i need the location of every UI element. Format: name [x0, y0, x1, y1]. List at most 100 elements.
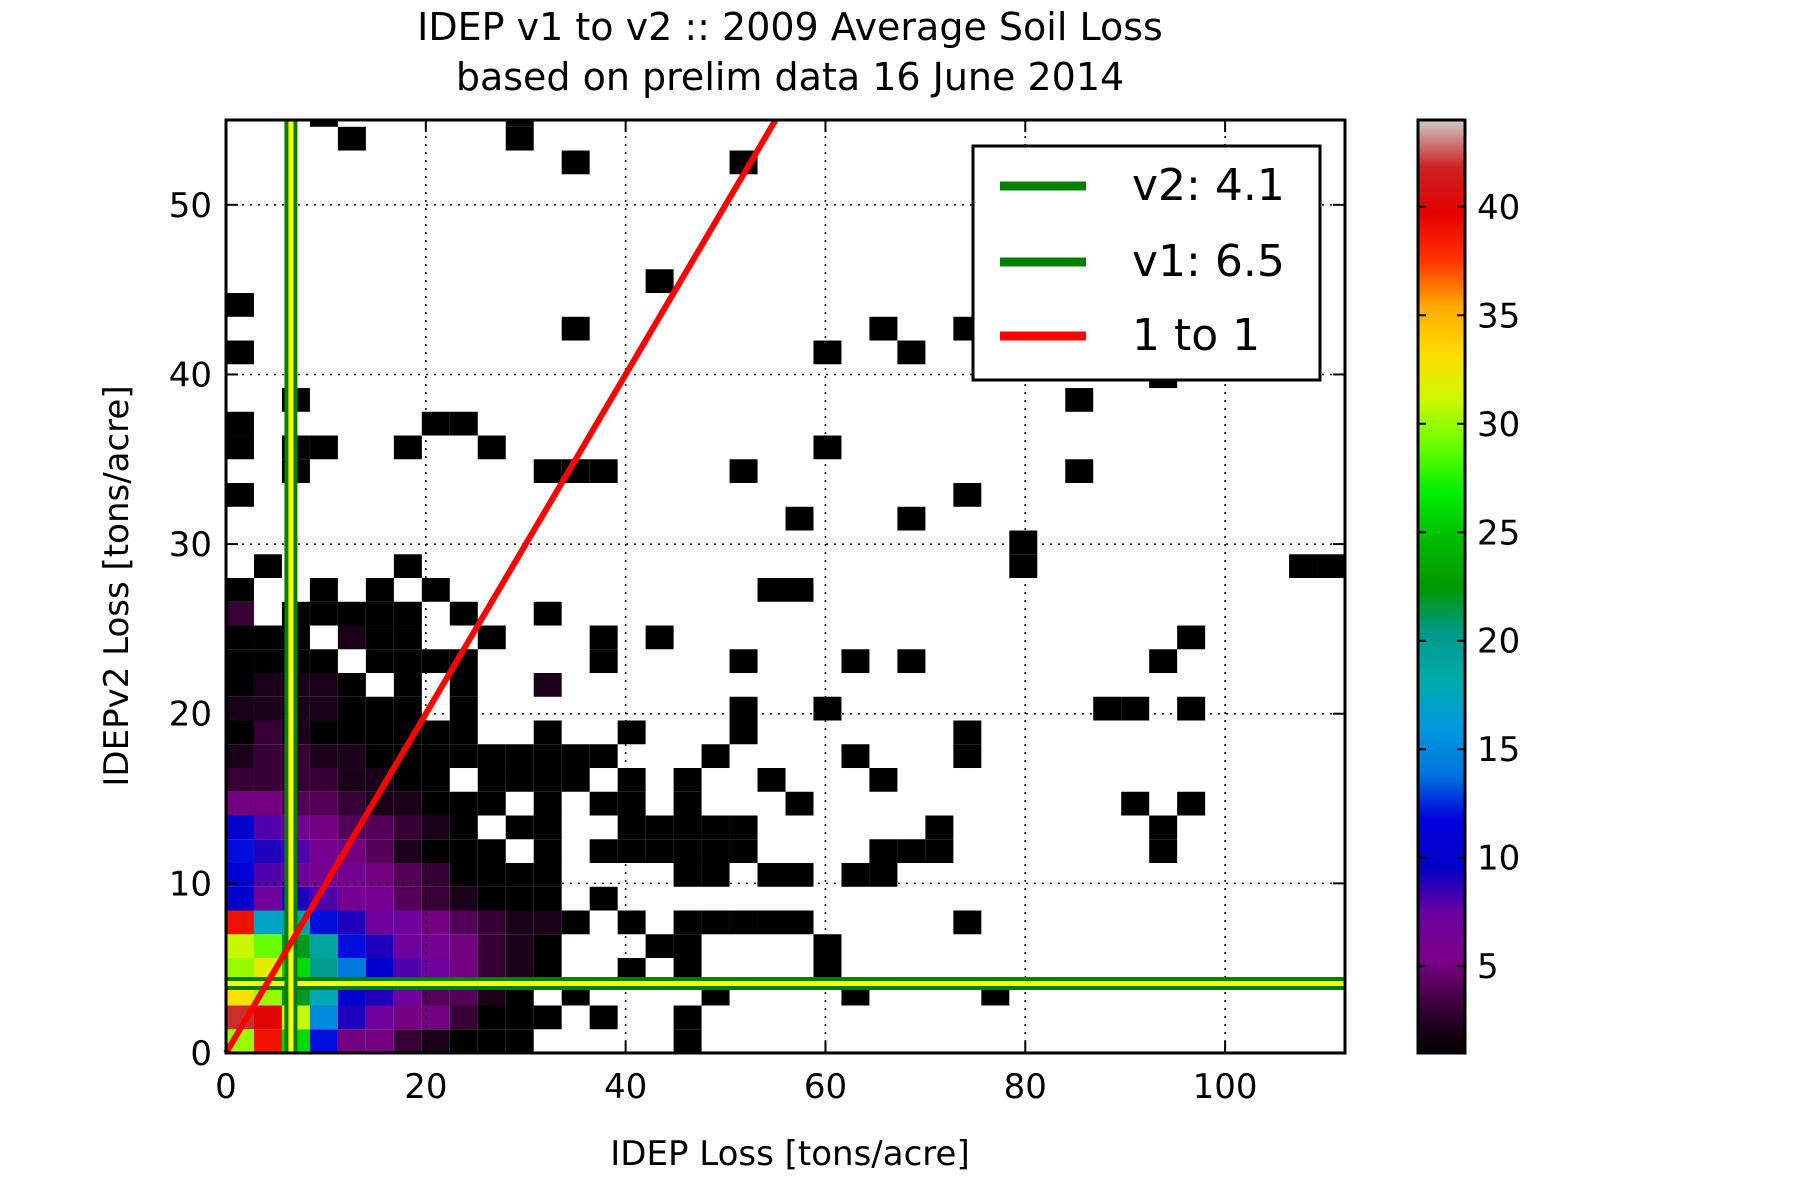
heatmap-cell — [337, 863, 366, 887]
heatmap-cell — [253, 720, 282, 745]
heatmap-cell — [449, 886, 478, 911]
heatmap-cell — [813, 340, 842, 365]
heatmap-cell — [226, 1005, 254, 1030]
heatmap-cell — [393, 863, 422, 887]
heatmap-cell — [226, 768, 254, 792]
heatmap-cell — [533, 863, 562, 887]
heatmap-cell — [337, 696, 366, 721]
heatmap-cell — [226, 720, 254, 745]
heatmap-cell — [253, 791, 282, 816]
heatmap-cell — [421, 863, 450, 887]
heatmap-cell — [673, 910, 702, 935]
heatmap-cell — [1177, 791, 1206, 816]
heatmap-cell — [365, 625, 394, 650]
heatmap-cell — [673, 791, 702, 816]
heatmap-cell — [645, 839, 674, 864]
heatmap-cell — [226, 886, 254, 911]
y-tick-label: 0 — [190, 1034, 212, 1074]
y-tick-label: 50 — [169, 186, 212, 226]
heatmap-cell — [561, 316, 590, 341]
heatmap-cell — [645, 625, 674, 650]
heatmap-cell — [673, 934, 702, 958]
x-tick-label: 60 — [804, 1067, 847, 1107]
heatmap-cell — [785, 910, 814, 935]
heatmap-cell — [505, 126, 534, 151]
heatmap-cell — [1121, 696, 1150, 721]
heatmap-cell — [365, 1029, 394, 1053]
x-tick-label: 80 — [1004, 1067, 1047, 1107]
heatmap-cell — [253, 958, 282, 982]
heatmap-cell — [953, 720, 982, 745]
heatmap-cell — [533, 815, 562, 840]
heatmap-cell — [393, 720, 422, 745]
heatmap-cell — [729, 459, 758, 484]
heatmap-cell — [561, 768, 590, 792]
heatmap-cell — [421, 886, 450, 911]
heatmap-cell — [393, 958, 422, 982]
heatmap-cell — [505, 768, 534, 792]
heatmap-cell — [421, 649, 450, 674]
heatmap-cell — [309, 601, 338, 626]
heatmap-cell — [365, 768, 394, 792]
heatmap-cell — [421, 1005, 450, 1030]
heatmap-cell — [253, 910, 282, 935]
heatmap-cell — [393, 934, 422, 958]
heatmap-cell — [337, 886, 366, 911]
heatmap-cell — [953, 744, 982, 769]
heatmap-cell — [701, 863, 730, 887]
heatmap-cell — [701, 910, 730, 935]
chart-subtitle: based on prelim data 16 June 2014 — [456, 55, 1124, 99]
heatmap-cell — [477, 625, 506, 650]
heatmap-cell — [365, 578, 394, 602]
heatmap-cell — [253, 554, 282, 579]
heatmap-cell — [477, 934, 506, 958]
heatmap-cell — [617, 910, 646, 935]
heatmap-cell — [589, 1005, 618, 1030]
reference-lines — [223, 118, 1345, 1055]
heatmap-cell — [253, 696, 282, 721]
heatmap-cell — [589, 744, 618, 769]
heatmap-cell — [645, 815, 674, 840]
heatmap-cell — [309, 934, 338, 958]
chart-title: IDEP v1 to v2 :: 2009 Average Soil Loss — [417, 5, 1163, 49]
heatmap-cell — [925, 839, 954, 864]
heatmap-cell — [533, 601, 562, 626]
heatmap-cell — [729, 649, 758, 674]
heatmap-cell — [505, 1029, 534, 1053]
colorbar-tick-label: 25 — [1477, 513, 1520, 553]
y-tick-label: 40 — [169, 355, 212, 395]
heatmap-cell — [337, 839, 366, 864]
heatmap-cell — [421, 1029, 450, 1053]
heatmap-cell — [449, 958, 478, 982]
heatmap-cell — [505, 815, 534, 840]
heatmap-cell — [309, 673, 338, 697]
heatmap-cell — [505, 934, 534, 958]
heatmap-cell — [365, 934, 394, 958]
heatmap-cell — [253, 839, 282, 864]
colorbar-tick-label: 15 — [1477, 730, 1520, 770]
heatmap-cell — [729, 910, 758, 935]
heatmap-cell — [477, 910, 506, 935]
heatmap-cell — [393, 744, 422, 769]
colorbar-ticks: 5 10 15 20 25 30 35 40 — [1418, 188, 1520, 987]
heatmap-cell — [505, 120, 534, 127]
heatmap-cell — [701, 815, 730, 840]
heatmap-cell — [477, 744, 506, 769]
heatmap-cell — [309, 886, 338, 911]
x-tick-label: 20 — [404, 1067, 447, 1107]
heatmap-cell — [505, 744, 534, 769]
heatmap-cell — [393, 649, 422, 674]
colorbar-tick-label: 40 — [1477, 188, 1520, 228]
heatmap-cell — [421, 720, 450, 745]
heatmap-cell — [449, 720, 478, 745]
heatmap-cell — [421, 839, 450, 864]
heatmap-cell — [337, 744, 366, 769]
heatmap-cell — [365, 886, 394, 911]
heatmap-cell — [505, 886, 534, 911]
heatmap-cell — [673, 815, 702, 840]
heatmap-cell — [449, 649, 478, 674]
heatmap-cell — [533, 958, 562, 982]
heatmap-cell — [1121, 791, 1150, 816]
heatmap-cells — [226, 120, 1345, 1053]
